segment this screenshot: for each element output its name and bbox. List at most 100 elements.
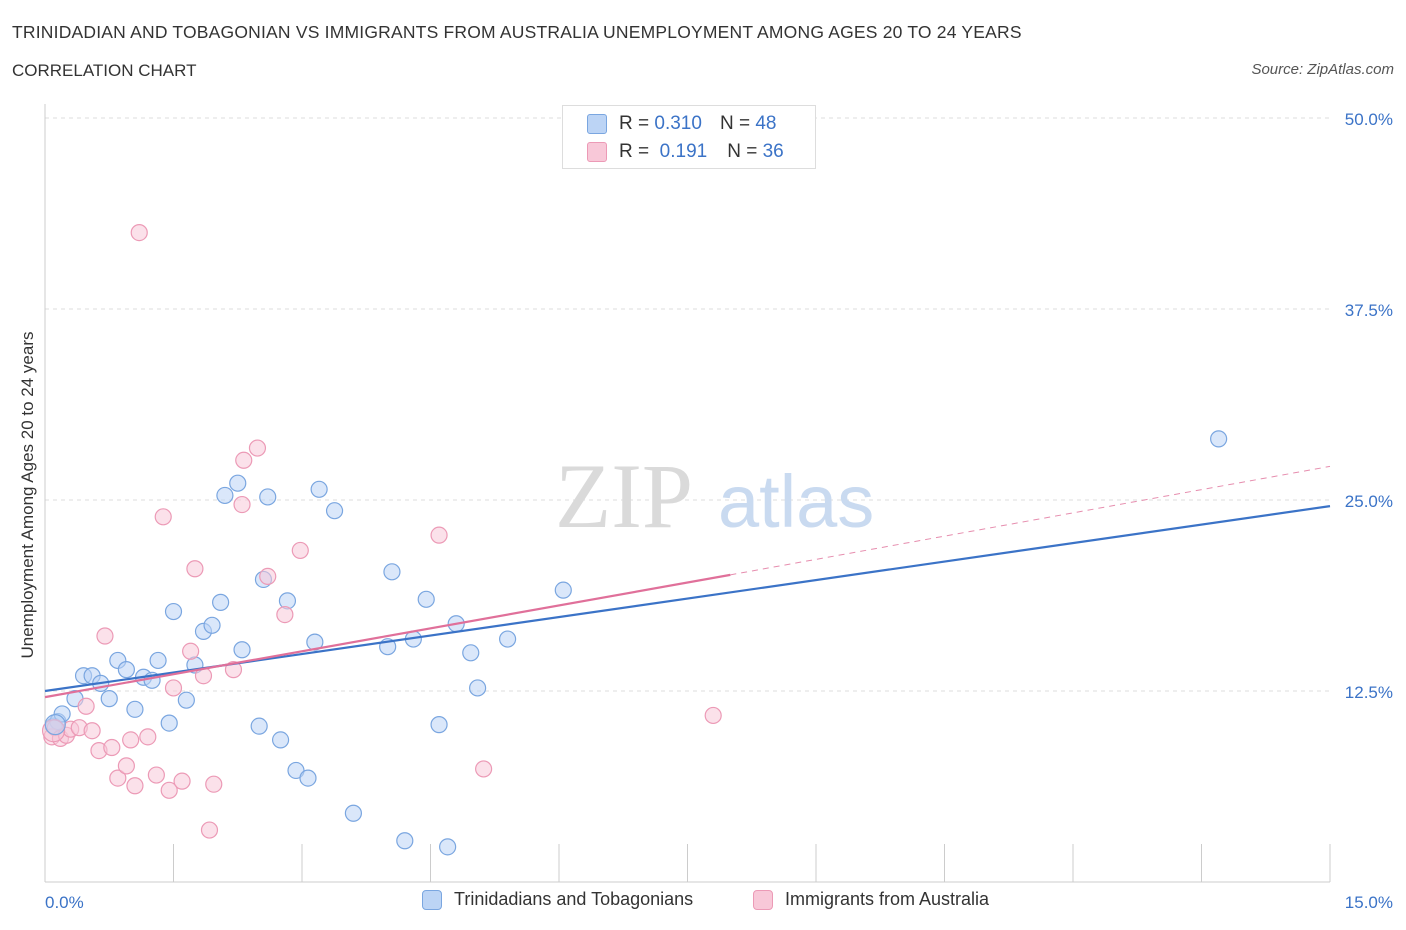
data-point-blue	[233, 641, 251, 659]
legend-swatch-blue	[587, 114, 607, 134]
data-point-pink	[430, 526, 448, 544]
data-point-pink	[160, 781, 178, 799]
data-point-pink	[704, 706, 722, 725]
data-point-blue	[396, 832, 414, 850]
chart-title: TRINIDADIAN AND TOBAGONIAN VS IMMIGRANTS…	[12, 22, 1022, 42]
data-point-blue	[164, 602, 183, 621]
data-point-blue	[271, 731, 290, 749]
data-point-blue	[417, 590, 435, 608]
data-point-blue	[44, 714, 66, 736]
series-swatch-pink	[753, 889, 773, 910]
data-point-blue	[462, 644, 480, 662]
data-point-pink	[96, 627, 114, 645]
legend-r-value: 0.310	[654, 113, 702, 134]
x-tick-label: 15.0%	[1345, 893, 1393, 912]
data-point-blue	[229, 474, 247, 492]
series-swatch-blue	[422, 889, 442, 910]
legend-r-label: R =	[619, 113, 650, 134]
legend-r-value: 0.191	[659, 141, 708, 162]
data-point-blue	[160, 714, 178, 732]
data-point-blue	[299, 769, 317, 787]
chart-subtitle: CORRELATION CHART	[12, 61, 197, 80]
data-point-pink	[200, 821, 219, 839]
data-point-blue	[149, 651, 167, 670]
y-tick-label: 50.0%	[1345, 110, 1393, 129]
legend-row-blue: R = 0.310 N = 48	[587, 112, 776, 136]
data-point-blue	[439, 838, 457, 856]
source-label: Source: ZipAtlas.com	[1251, 61, 1394, 78]
data-point-pink	[224, 661, 243, 679]
data-point-blue	[287, 761, 305, 780]
x-tick-label: 0.0%	[45, 893, 84, 912]
data-point-blue	[177, 691, 195, 709]
data-point-pink	[235, 451, 253, 469]
data-point-pink	[117, 757, 135, 775]
data-point-pink	[126, 777, 144, 795]
data-point-pink	[186, 560, 204, 578]
data-point-blue	[344, 804, 362, 822]
legend-n-label: N =	[727, 141, 758, 162]
data-point-blue	[430, 716, 448, 734]
data-point-pink	[164, 679, 183, 697]
trend-line-blue	[44, 505, 1331, 693]
watermark: ZIP atlas	[555, 445, 874, 547]
y-tick-label: 12.5%	[1345, 683, 1393, 702]
data-point-blue	[1210, 430, 1228, 448]
axes	[44, 104, 1331, 883]
data-point-pink	[182, 642, 200, 660]
tick-labels: 12.5% 25.0% 37.5% 50.0% 0.0% 15.0%	[45, 110, 1393, 912]
data-point-blue	[250, 717, 268, 735]
series-legend-pink: Immigrants from Australia	[753, 889, 989, 910]
data-point-pink	[147, 766, 165, 784]
watermark-zip: ZIP	[555, 445, 693, 547]
legend-n-value: 48	[755, 113, 777, 134]
data-point-blue	[306, 633, 324, 651]
data-point-pink	[83, 722, 101, 740]
series-legend-blue: Trinidadians and Tobagonians	[422, 889, 693, 910]
data-point-blue	[383, 563, 401, 581]
data-point-pink	[77, 697, 95, 715]
data-point-blue	[469, 679, 487, 697]
data-point-blue	[554, 581, 572, 599]
watermark-atlas: atlas	[718, 460, 874, 543]
data-point-blue	[499, 630, 517, 648]
trend-line-pink	[44, 573, 731, 699]
data-point-blue	[325, 502, 344, 520]
y-tick-label: 37.5%	[1345, 301, 1393, 320]
trend-extension-pink	[730, 465, 1331, 576]
data-point-pink	[103, 738, 121, 757]
y-axis-label: Unemployment Among Ages 20 to 24 years	[18, 331, 37, 659]
grid-lines	[45, 117, 1330, 692]
data-point-pink	[122, 731, 140, 749]
legend-n-value: 36	[762, 141, 784, 162]
correlation-legend: R = 0.310 N = 48 R = 0.191 N = 36	[562, 105, 816, 169]
data-point-pink	[259, 567, 277, 586]
data-point-pink	[130, 224, 148, 242]
data-point-pink	[154, 508, 172, 526]
data-point-blue	[310, 480, 328, 498]
trend-lines	[44, 465, 1331, 699]
series-label: Immigrants from Australia	[785, 889, 990, 909]
series-label: Trinidadians and Tobagonians	[454, 889, 694, 909]
data-point-pink	[276, 605, 294, 624]
data-point-blue	[212, 593, 230, 611]
data-point-blue	[259, 488, 277, 506]
data-point-blue	[126, 700, 144, 718]
y-tick-label: 25.0%	[1345, 492, 1393, 511]
data-point-pink	[233, 495, 251, 514]
data-point-blue	[117, 661, 135, 679]
data-point-pink	[248, 439, 267, 457]
data-point-pink	[139, 728, 157, 746]
legend-r-label: R =	[619, 141, 650, 162]
data-point-pink	[205, 775, 223, 793]
data-point-pink	[173, 772, 191, 790]
data-point-blue	[203, 616, 221, 634]
data-point-pink	[475, 760, 493, 778]
legend-n-label: N =	[719, 113, 751, 134]
legend-row-pink: R = 0.191 N = 36	[587, 140, 784, 164]
data-point-blue	[100, 690, 118, 708]
data-point-pink	[291, 541, 309, 560]
data-points	[41, 224, 1228, 856]
legend-swatch-pink	[587, 142, 607, 162]
